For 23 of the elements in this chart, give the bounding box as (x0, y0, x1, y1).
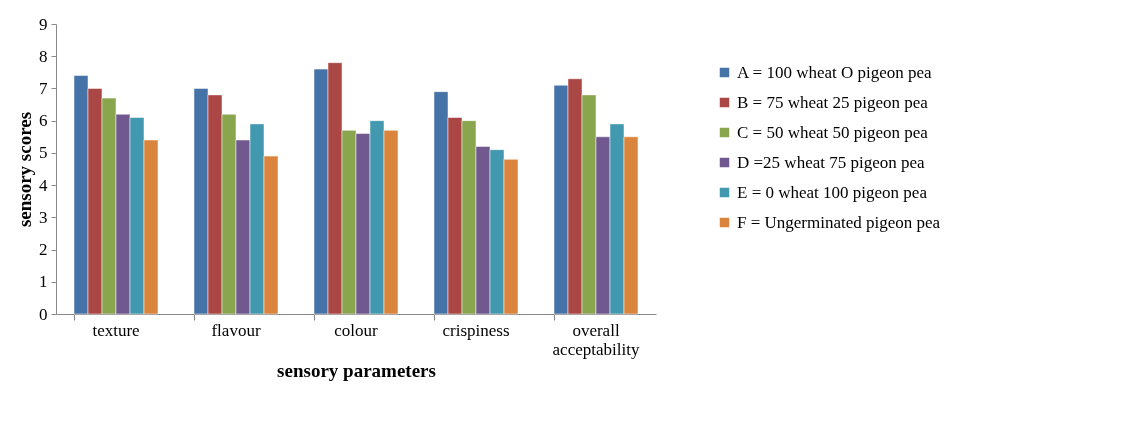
legend-label: F = Ungerminated pigeon pea (737, 212, 941, 232)
x-tick-label: colour (334, 320, 379, 340)
y-tick-label: 9 (39, 14, 48, 34)
y-tick-label: 0 (39, 304, 48, 324)
legend-label: D =25 wheat 75 pigeon pea (737, 152, 926, 172)
x-tick-label: overall acceptability (552, 320, 640, 359)
legend-label: C = 50 wheat 50 pigeon pea (737, 122, 929, 142)
x-axis-title: sensory parameters (277, 359, 436, 381)
legend-label: A = 100 wheat O pigeon pea (737, 62, 933, 82)
x-tick-label: crispiness (442, 320, 510, 340)
legend-label: E = 0 wheat 100 pigeon pea (737, 182, 928, 202)
y-tick-label: 7 (39, 78, 48, 98)
y-tick-label: 8 (39, 46, 48, 66)
y-tick-label: 4 (39, 175, 48, 195)
y-tick-label: 3 (39, 207, 48, 227)
y-tick-label: 2 (39, 240, 48, 260)
y-tick-label: 1 (39, 272, 48, 292)
x-tick-label: flavour (211, 320, 261, 340)
y-tick-label: 5 (39, 143, 48, 163)
legend-label: B = 75 wheat 25 pigeon pea (737, 92, 929, 112)
y-axis-title: sensory scores (14, 111, 35, 228)
y-tick-label: 6 (39, 111, 48, 131)
x-tick-label: texture (92, 320, 140, 340)
